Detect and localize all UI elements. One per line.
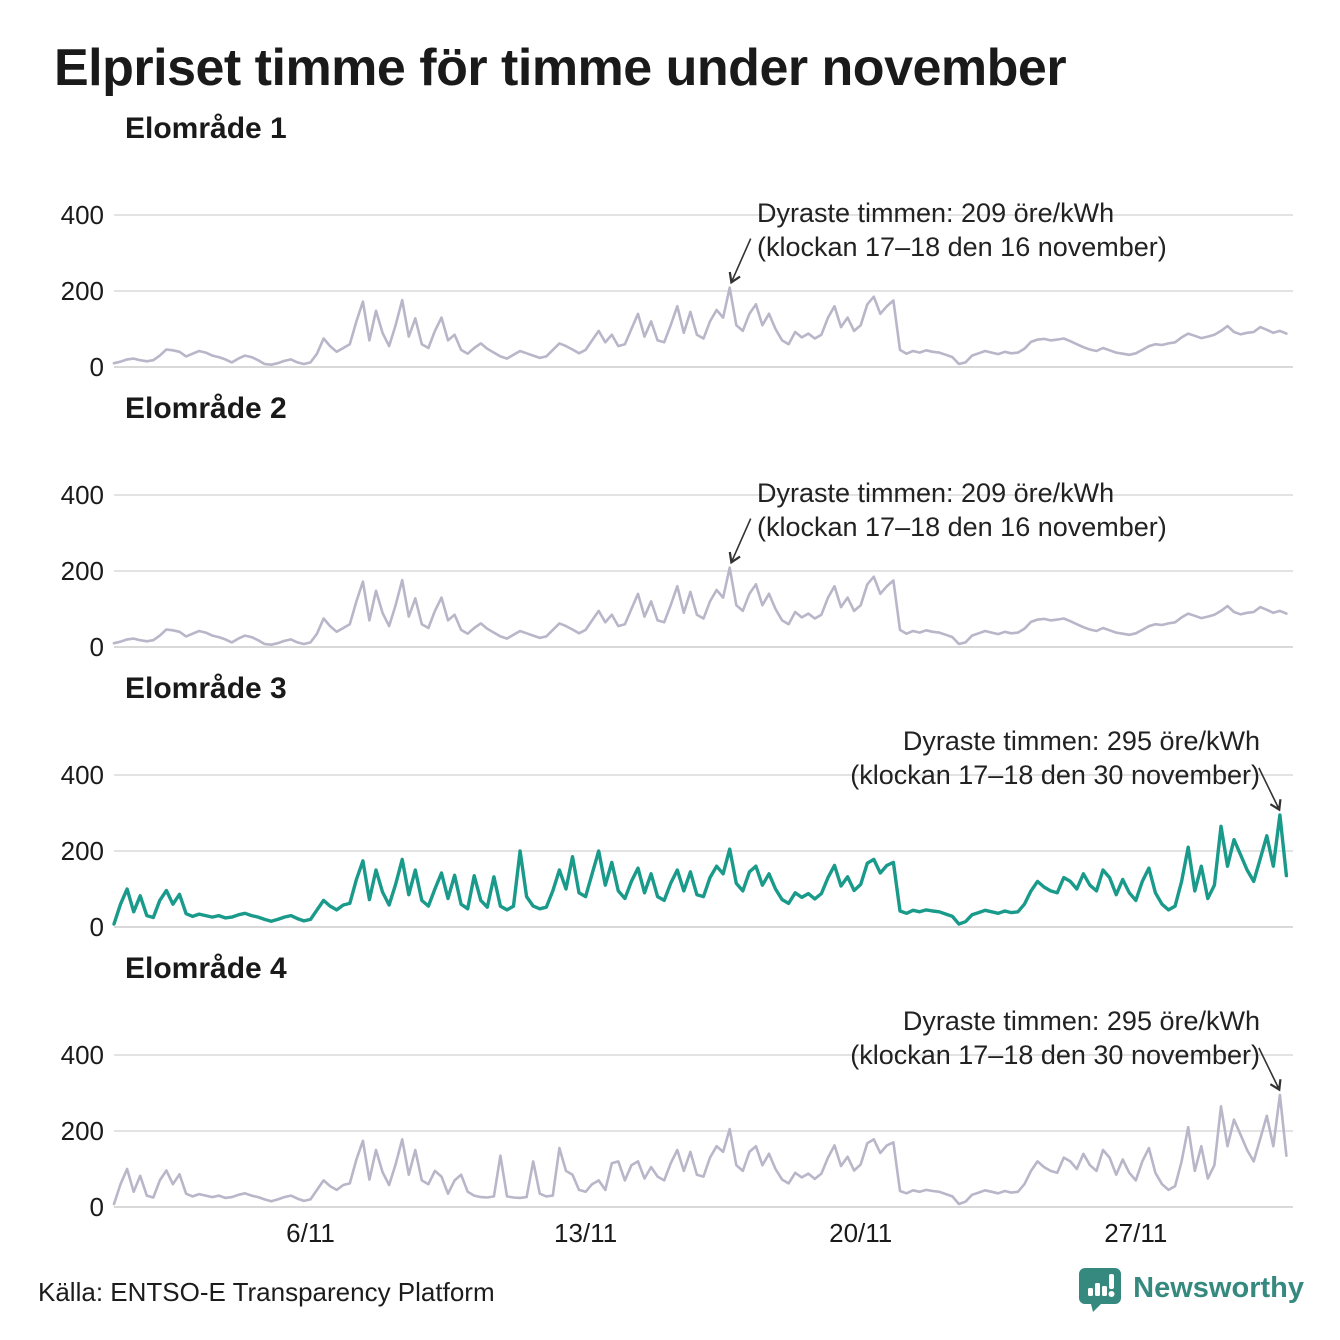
x-tick-label: 13/11: [554, 1218, 618, 1248]
y-tick-label: 200: [60, 276, 104, 306]
panel-title-elomrade-4: Elområde 4: [125, 952, 287, 985]
annotation-line-1: Dyraste timmen: 209 öre/kWh: [757, 478, 1115, 508]
y-tick-label: 0: [89, 1192, 104, 1222]
annotation-arrow: [1258, 767, 1279, 809]
annotation-arrow: [1258, 1047, 1279, 1089]
annotation-line-1: Dyraste timmen: 209 öre/kWh: [757, 198, 1115, 228]
annotation-arrow: [732, 518, 752, 562]
page-title: Elpriset timme för timme under november: [54, 39, 1067, 97]
annotation-panel-2: Dyraste timmen: 209 öre/kWh (klockan 17–…: [757, 476, 1167, 544]
y-tick-label: 200: [60, 556, 104, 586]
annotation-line-2: (klockan 17–18 den 16 november): [757, 512, 1167, 542]
price-line-elomr-de-1: [112, 286, 1288, 366]
price-line-elomr-de-3: [112, 813, 1289, 926]
annotation-line-1: Dyraste timmen: 295 öre/kWh: [902, 1006, 1260, 1036]
brand-name: Newsworthy: [1133, 1271, 1304, 1304]
price-line-elomr-de-4: [112, 1093, 1288, 1206]
y-tick-label: 0: [89, 632, 104, 662]
annotation-panel-1: Dyraste timmen: 209 öre/kWh (klockan 17–…: [757, 196, 1167, 264]
y-tick-label: 400: [60, 200, 104, 230]
annotation-arrow: [732, 238, 752, 282]
annotation-line-1: Dyraste timmen: 295 öre/kWh: [902, 726, 1260, 756]
newsworthy-logo-icon: [1079, 1268, 1122, 1312]
panel-title-elomrade-3: Elområde 3: [125, 672, 287, 705]
y-tick-label: 200: [60, 1116, 104, 1146]
price-line-elomr-de-2: [112, 566, 1288, 646]
y-tick-label: 400: [60, 1040, 104, 1070]
source-attribution: Källa: ENTSO-E Transparency Platform: [38, 1277, 495, 1307]
annotation-panel-3: Dyraste timmen: 295 öre/kWh (klockan 17–…: [850, 724, 1260, 792]
x-tick-label: 6/11: [286, 1218, 335, 1248]
x-tick-label: 20/11: [829, 1218, 893, 1248]
y-tick-label: 400: [60, 760, 104, 790]
y-tick-label: 400: [60, 480, 104, 510]
annotation-line-2: (klockan 17–18 den 30 november): [850, 760, 1260, 790]
panel-title-elomrade-2: Elområde 2: [125, 392, 287, 425]
annotation-line-2: (klockan 17–18 den 30 november): [850, 1040, 1260, 1070]
x-tick-label: 27/11: [1104, 1218, 1168, 1248]
y-tick-label: 0: [89, 352, 104, 382]
panel-title-elomrade-1: Elområde 1: [125, 112, 287, 145]
brand-logo: Newsworthy: [1077, 1264, 1304, 1312]
y-tick-label: 0: [89, 912, 104, 942]
annotation-panel-4: Dyraste timmen: 295 öre/kWh (klockan 17–…: [850, 1004, 1260, 1072]
annotation-line-2: (klockan 17–18 den 16 november): [757, 232, 1167, 262]
y-tick-label: 200: [60, 836, 104, 866]
